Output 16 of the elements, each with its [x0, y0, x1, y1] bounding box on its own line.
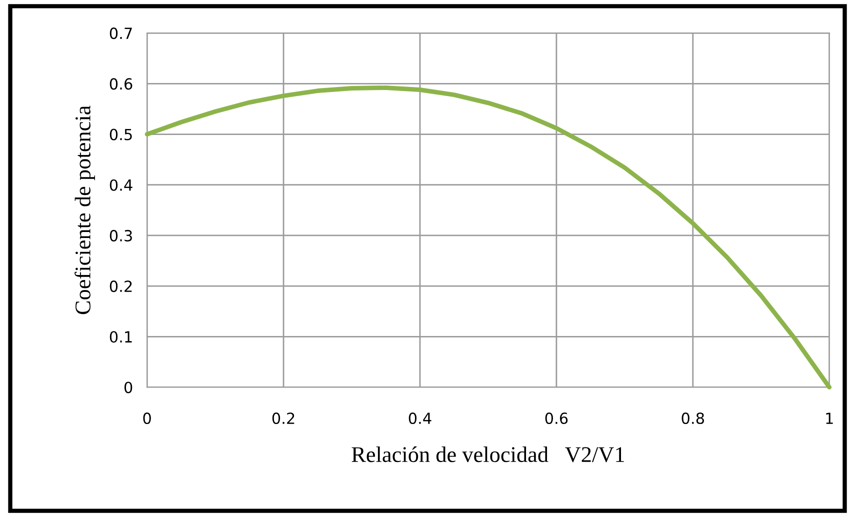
x-tick-label: 0.4 [408, 412, 432, 424]
y-tick-label: 0.3 [110, 230, 132, 242]
y-tick-label: 0.2 [110, 280, 132, 292]
x-tick-label: 0 [143, 412, 151, 424]
x-tick-label: 1 [826, 412, 833, 424]
y-tick-label: 0.6 [110, 78, 132, 90]
x-tick-label: 0.8 [682, 412, 704, 424]
x-tick-label: 0.6 [545, 412, 568, 424]
x-tick-label: 0.2 [272, 412, 294, 424]
y-tick-label: 0.5 [110, 128, 132, 140]
y-tick-label: 0.4 [110, 179, 132, 191]
y-tick-label: 0.1 [110, 331, 132, 343]
x-axis-title: Relación de velocidad V2/V1 [352, 446, 624, 462]
y-tick-label: 0 [124, 382, 132, 394]
y-tick-label: 0.7 [110, 28, 132, 40]
y-axis-title: Coeficiente de potencia [74, 106, 95, 314]
